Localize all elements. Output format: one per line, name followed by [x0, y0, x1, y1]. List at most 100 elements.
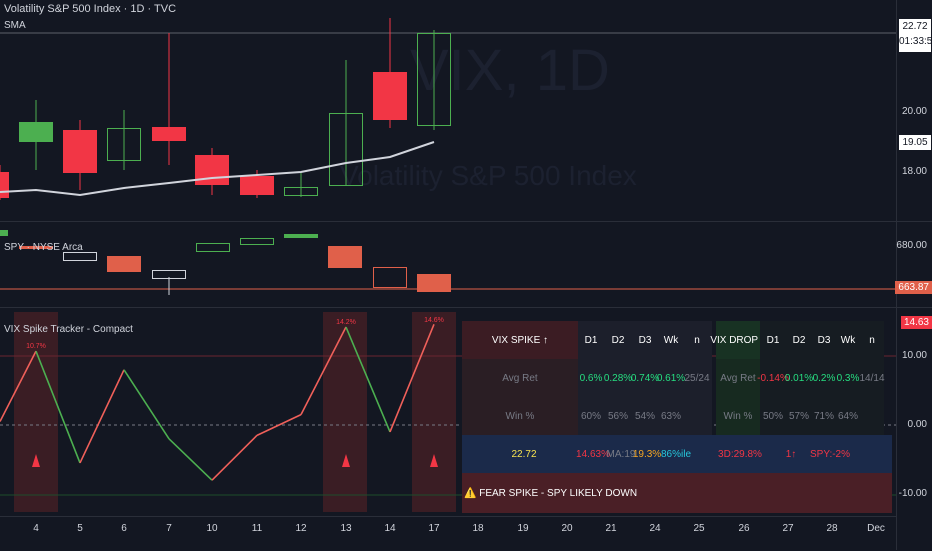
drop-win-d2: 57%: [788, 410, 809, 422]
x-label: 19: [517, 523, 529, 534]
candle: [152, 127, 186, 141]
candle: [0, 172, 9, 198]
sma-line: [0, 141, 435, 197]
vix-pane[interactable]: VIX, 1D Volatility S&P 500 Index Volatil…: [0, 0, 932, 220]
tracker-y-label: -10.00: [898, 488, 927, 499]
col-d2: D2: [611, 334, 625, 346]
status-streak: 1↑: [785, 448, 797, 460]
pane-separator[interactable]: [0, 307, 932, 308]
tracker-y-label: 0.00: [907, 419, 927, 430]
peak-label: 14.6%: [424, 317, 444, 324]
spike-win-d3: 54%: [634, 410, 655, 422]
x-label: 24: [649, 523, 661, 534]
tracker-line: [0, 323, 435, 481]
candle: [107, 128, 141, 161]
tracker-title[interactable]: VIX Spike Tracker - Compact: [4, 324, 133, 335]
col-d3: D3: [638, 334, 652, 346]
x-label: 4: [33, 523, 39, 534]
time-axis[interactable]: [0, 516, 896, 551]
spike-win-wk: 63%: [660, 410, 681, 422]
spy-title[interactable]: SPY · NYSE Arca: [4, 242, 83, 253]
drop-avg-d1: -0.14%: [757, 372, 789, 384]
status-spy: SPY:-2%: [809, 448, 851, 460]
tracker-segment: [300, 326, 347, 416]
vix-price-tag: 22.72 01:33:50: [899, 19, 932, 52]
peak-label: 14.2%: [336, 319, 356, 326]
spy-candle: [417, 274, 451, 292]
x-label: Dec: [867, 523, 885, 534]
drop-col-d3: D3: [817, 334, 831, 346]
spike-avg-d2: 0.28%: [603, 372, 633, 384]
drop-col-d1: D1: [766, 334, 780, 346]
x-label: 27: [782, 523, 794, 534]
drop-win-wk: 64%: [837, 410, 858, 422]
drop-col-d2: D2: [792, 334, 806, 346]
pane-separator[interactable]: [0, 221, 932, 222]
x-label: 25: [693, 523, 705, 534]
spike-win-label: Win %: [462, 397, 578, 435]
x-label: 14: [384, 523, 396, 534]
peak-label: 10.7%: [26, 343, 46, 350]
vix-chart[interactable]: VIX, 1D Volatility S&P 500 Index: [0, 0, 896, 220]
spy-candle: [240, 238, 274, 245]
watermark-symbol: VIX, 1D: [410, 38, 610, 103]
x-label: 6: [121, 523, 127, 534]
spike-arrow-icon: [32, 454, 40, 467]
x-label: 21: [605, 523, 617, 534]
alert-text: ⚠️ FEAR SPIKE - SPY LIKELY DOWN: [464, 487, 638, 499]
tracker-segment: [123, 369, 170, 440]
tracker-segment: [35, 350, 81, 464]
tracker-segment: [256, 413, 302, 437]
drop-win-d1: 50%: [762, 410, 783, 422]
drop-col-wk: Wk: [840, 334, 856, 346]
x-label: 20: [561, 523, 573, 534]
spy-pane[interactable]: SPY · NYSE Arca: [0, 222, 932, 306]
x-label: 17: [428, 523, 440, 534]
spy-candle: [19, 246, 53, 249]
tracker-segment: [389, 323, 435, 433]
spike-zone: [323, 312, 367, 512]
spy-candle: [196, 243, 230, 252]
candle: [417, 33, 451, 126]
candle: [284, 187, 318, 196]
tracker-segment: [345, 326, 391, 433]
spy-candle: [0, 230, 8, 236]
y-label: 18.00: [901, 166, 927, 177]
spike-body: [578, 321, 712, 435]
spike-zone: [412, 312, 456, 512]
drop-avg-label: Avg Ret: [716, 359, 760, 397]
spike-n: 25/24: [684, 372, 710, 384]
status-vix: 22.72: [511, 448, 537, 460]
drop-avg-wk: 0.3%: [836, 372, 860, 384]
tracker-pane[interactable]: 10.7% 14.2% 14.6% VIX Spike Tracker - Co…: [0, 308, 932, 520]
sma-indicator-label[interactable]: SMA: [4, 20, 26, 31]
spike-avg-wk: 0.61%: [656, 372, 686, 384]
alert-row: [462, 473, 892, 513]
spike-zone: [14, 312, 58, 512]
x-label: 28: [826, 523, 838, 534]
y-label: 20.00: [901, 106, 927, 117]
spy-candle: [284, 234, 318, 238]
vix-title[interactable]: Volatility S&P 500 Index · 1D · TVC: [4, 3, 177, 15]
bar-countdown: 01:33:50: [899, 36, 932, 47]
tracker-y-label: 10.00: [901, 350, 927, 361]
drop-body: [760, 321, 884, 435]
status-ma: MA:19: [606, 448, 636, 460]
status-row: [462, 435, 892, 473]
candle: [63, 130, 97, 173]
spike-avg-d3: 0.74%: [630, 372, 660, 384]
x-label: 12: [295, 523, 307, 534]
spy-y-label: 680.00: [896, 240, 927, 251]
status-percentile: 86%ile: [660, 448, 692, 460]
status-change: 14.63%: [576, 448, 610, 460]
spy-candle: [63, 252, 97, 261]
tracker-value-tag: 14.63: [900, 316, 932, 329]
candle: [240, 176, 274, 195]
spy-chart: [0, 230, 896, 295]
x-label: 18: [472, 523, 484, 534]
price-axis[interactable]: 22.72 01:33:50 20.00 19.05 18.00 680.00 …: [895, 0, 932, 550]
spike-win-d1: 60%: [580, 410, 601, 422]
candle: [195, 155, 229, 185]
spy-candle: [373, 267, 407, 288]
x-label: 5: [77, 523, 83, 534]
